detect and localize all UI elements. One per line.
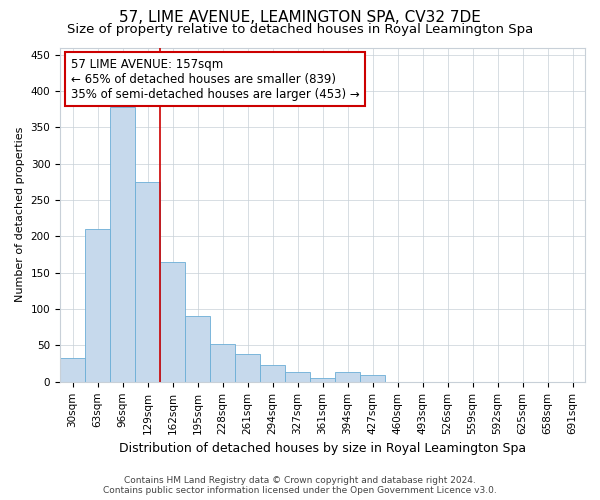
- Bar: [260, 365, 285, 382]
- Bar: [335, 372, 360, 382]
- Bar: [185, 316, 210, 382]
- X-axis label: Distribution of detached houses by size in Royal Leamington Spa: Distribution of detached houses by size …: [119, 442, 526, 455]
- Bar: [60, 358, 85, 382]
- Bar: [285, 372, 310, 382]
- Text: Size of property relative to detached houses in Royal Leamington Spa: Size of property relative to detached ho…: [67, 22, 533, 36]
- Bar: [135, 182, 160, 382]
- Bar: [360, 374, 385, 382]
- Text: 57 LIME AVENUE: 157sqm
← 65% of detached houses are smaller (839)
35% of semi-de: 57 LIME AVENUE: 157sqm ← 65% of detached…: [71, 58, 359, 100]
- Bar: [85, 229, 110, 382]
- Bar: [310, 378, 335, 382]
- Text: 57, LIME AVENUE, LEAMINGTON SPA, CV32 7DE: 57, LIME AVENUE, LEAMINGTON SPA, CV32 7D…: [119, 10, 481, 25]
- Bar: [110, 107, 135, 382]
- Text: Contains HM Land Registry data © Crown copyright and database right 2024.
Contai: Contains HM Land Registry data © Crown c…: [103, 476, 497, 495]
- Bar: [235, 354, 260, 382]
- Bar: [210, 344, 235, 382]
- Bar: [160, 262, 185, 382]
- Y-axis label: Number of detached properties: Number of detached properties: [15, 127, 25, 302]
